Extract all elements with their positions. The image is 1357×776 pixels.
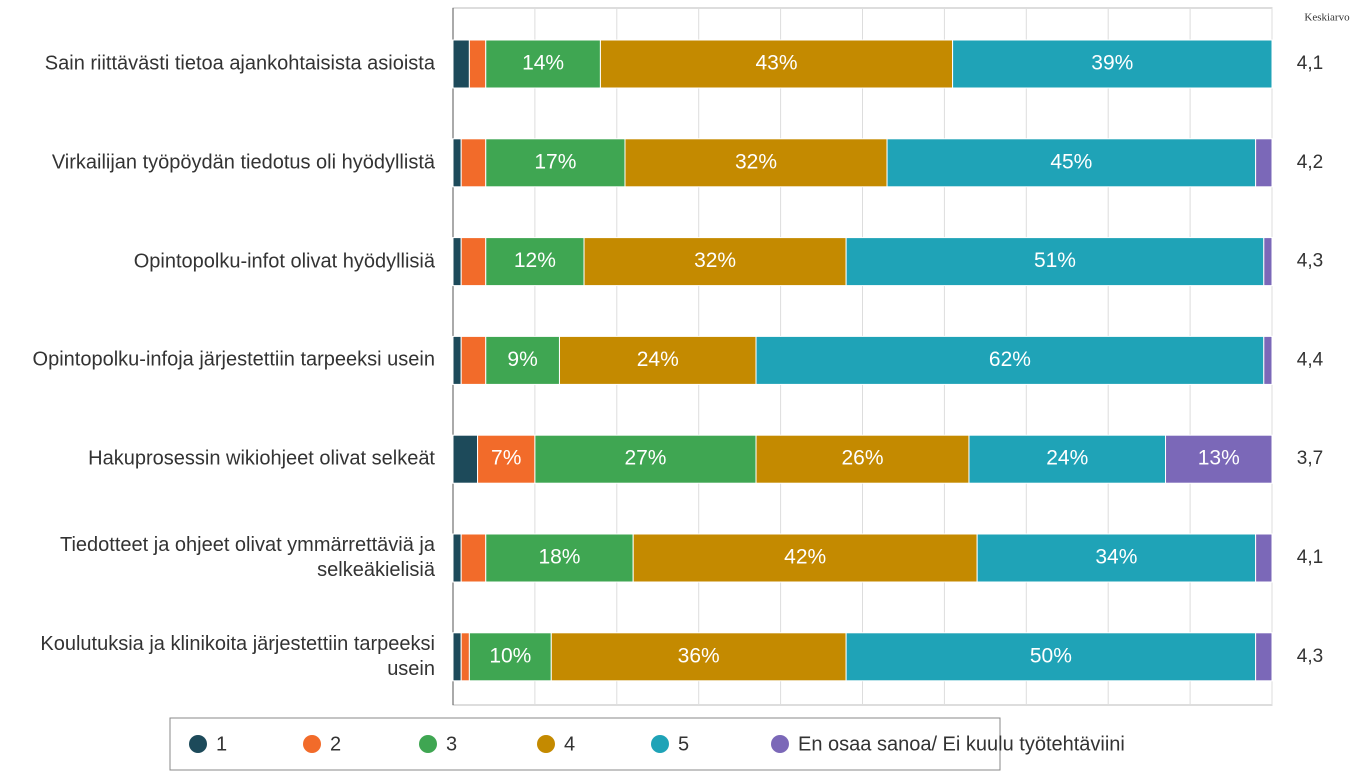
data-label: 32%	[694, 249, 736, 272]
data-label: 18%	[538, 546, 580, 569]
bar-segment	[485, 237, 585, 287]
bar-segment	[452, 237, 462, 287]
legend-label: 2	[330, 733, 341, 755]
data-label: 50%	[1030, 644, 1072, 667]
data-label: 39%	[1091, 52, 1133, 75]
category-label: Sain riittävästi tietoa ajankohtaisista …	[44, 52, 435, 75]
bar-segment	[460, 138, 487, 188]
mean-label: 4,4	[1297, 349, 1324, 370]
data-label: 43%	[755, 52, 797, 75]
bar-segment	[755, 335, 1265, 385]
category-label: Koulutuksia ja klinikoita järjestettiin …	[40, 632, 435, 680]
legend-marker	[771, 735, 789, 753]
data-label: 36%	[678, 644, 720, 667]
bar-segment	[1255, 533, 1273, 583]
legend-marker	[303, 735, 321, 753]
legend-marker	[651, 735, 669, 753]
category-label: Tiedotteet ja ohjeet olivat ymmärrettävi…	[60, 534, 435, 581]
legend-marker	[537, 735, 555, 753]
bar-segment	[477, 434, 536, 484]
bar-segment	[968, 434, 1167, 484]
data-label: 27%	[624, 447, 666, 470]
data-label: 26%	[841, 447, 883, 470]
data-label: 10%	[489, 644, 531, 667]
bar-segment	[460, 237, 487, 287]
bar-segment	[452, 39, 470, 89]
data-label: 62%	[989, 348, 1031, 371]
legend-marker	[419, 735, 437, 753]
category-label: Hakuprosessin wikiohjeet olivat selkeät	[88, 447, 435, 470]
mean-title: Keskiarvo	[1304, 12, 1350, 24]
data-label: 9%	[507, 348, 537, 371]
data-label: 13%	[1198, 447, 1240, 470]
bar-segment	[550, 632, 847, 682]
bar-segment	[468, 39, 487, 89]
data-label: 51%	[1034, 249, 1076, 272]
bar-segment	[952, 39, 1273, 89]
bar-segment	[845, 632, 1257, 682]
bar-segment	[485, 335, 560, 385]
bar-segment	[452, 632, 462, 682]
legend-marker	[189, 735, 207, 753]
data-label: 24%	[1046, 447, 1088, 470]
mean-label: 4,1	[1297, 547, 1323, 568]
legend-label: 4	[564, 733, 575, 755]
bar-segment	[452, 335, 462, 385]
legend-label: 5	[678, 733, 689, 755]
category-label: Virkailijan työpöydän tiedotus oli hyödy…	[51, 151, 435, 174]
mean-label: 4,3	[1297, 646, 1323, 667]
bar-segment	[1255, 138, 1273, 188]
bar-segment	[460, 335, 487, 385]
mean-label: 3,7	[1297, 448, 1323, 469]
data-label: 42%	[784, 546, 826, 569]
data-label: 17%	[534, 150, 576, 173]
bar-segment	[583, 237, 847, 287]
bar-segment	[485, 533, 634, 583]
bar-segment	[452, 533, 462, 583]
data-label: 12%	[514, 249, 556, 272]
legend-label: En osaa sanoa/ Ei kuulu työtehtäviini	[798, 733, 1125, 755]
bar-segment	[755, 434, 970, 484]
bar-segment	[845, 237, 1265, 287]
mean-label: 4,2	[1297, 152, 1323, 173]
bar-segment	[1255, 632, 1273, 682]
bar-segment	[452, 138, 462, 188]
data-label: 45%	[1050, 150, 1092, 173]
data-label: 24%	[637, 348, 679, 371]
bar-segment	[1263, 237, 1273, 287]
data-label: 32%	[735, 150, 777, 173]
bar-segment	[452, 434, 479, 484]
mean-label: 4,1	[1297, 53, 1323, 74]
data-label: 34%	[1095, 546, 1137, 569]
bar-segment	[886, 138, 1257, 188]
bar-segment	[1165, 434, 1273, 484]
bar-segment	[485, 138, 626, 188]
category-label: Opintopolku-infot olivat hyödyllisiä	[133, 250, 435, 273]
bar-segment	[976, 533, 1257, 583]
bar-segment	[558, 335, 757, 385]
bar-segment	[1263, 335, 1273, 385]
bar-segment	[460, 533, 487, 583]
bar-segment	[460, 632, 470, 682]
data-label: 14%	[522, 52, 564, 75]
mean-label: 4,3	[1297, 251, 1323, 272]
legend-label: 1	[216, 733, 227, 755]
data-label: 7%	[491, 447, 521, 470]
legend-label: 3	[446, 733, 457, 755]
bar-segment	[468, 632, 552, 682]
category-label: Opintopolku-infoja järjestettiin tarpeek…	[32, 348, 435, 371]
